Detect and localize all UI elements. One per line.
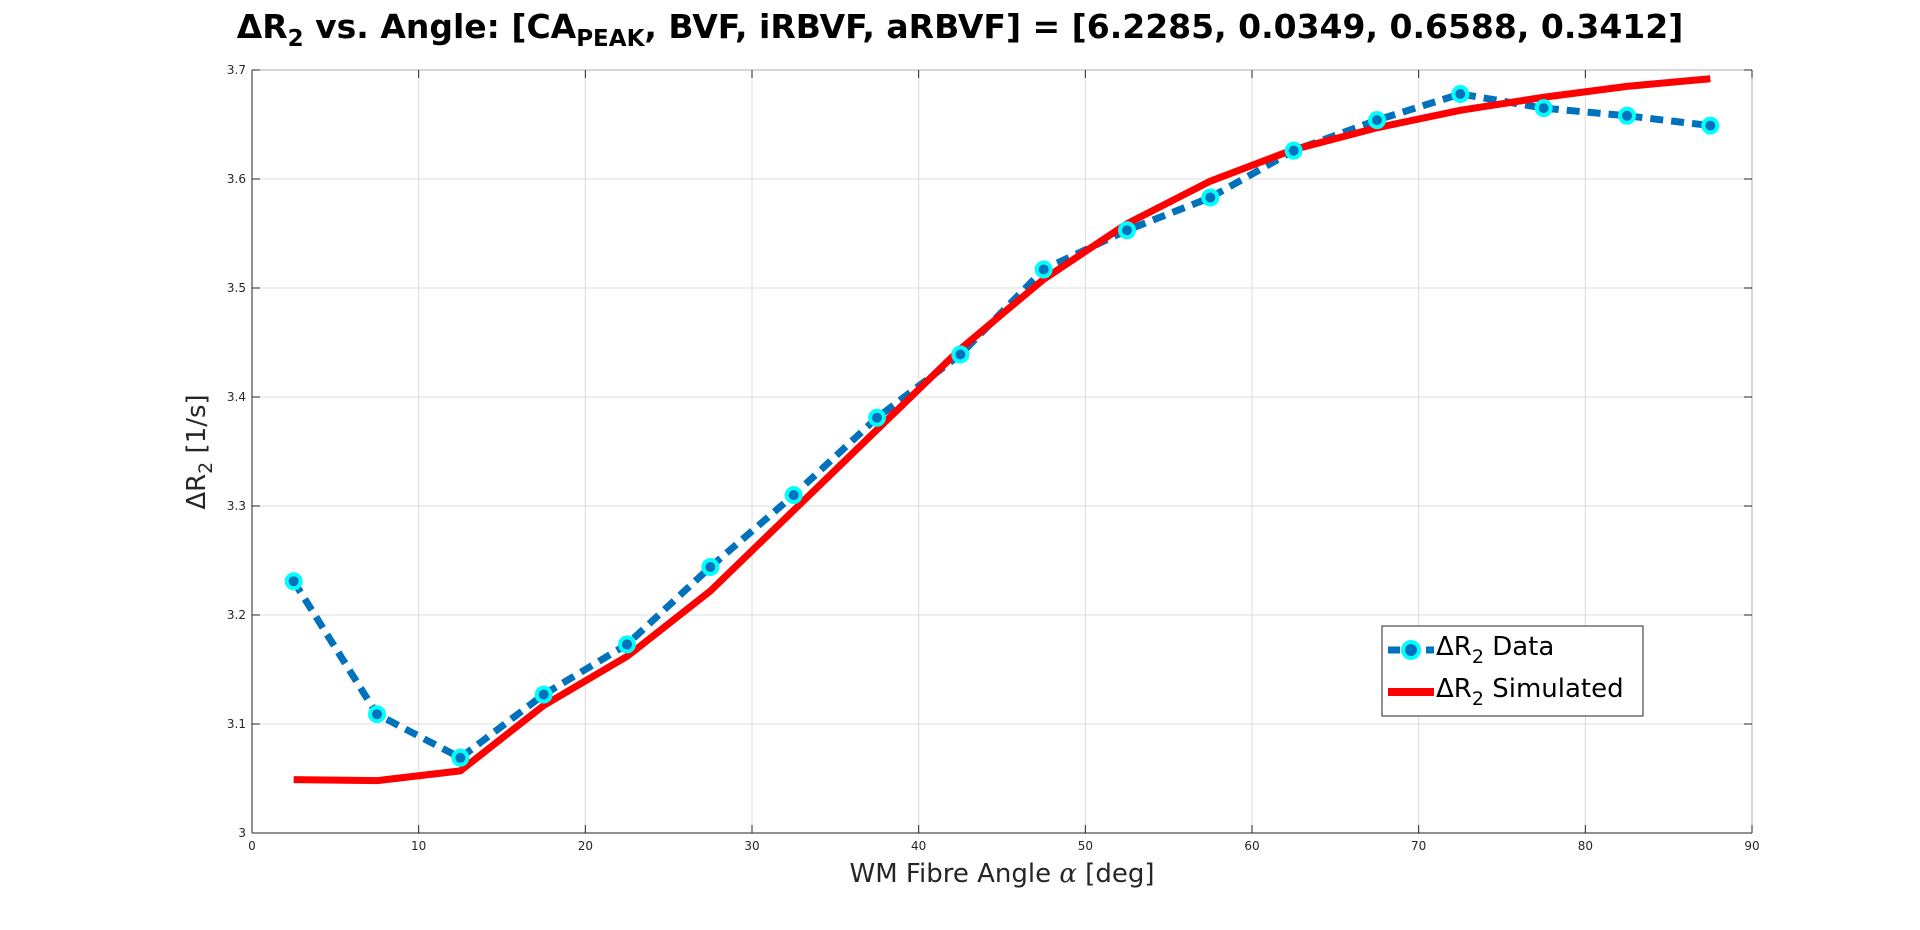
data-point-marker bbox=[368, 705, 386, 724]
y-tick-label: 3.3 bbox=[227, 499, 246, 513]
x-tick-label: 90 bbox=[1744, 839, 1759, 853]
data-point-marker bbox=[284, 572, 303, 591]
y-tick-label: 3 bbox=[238, 826, 246, 840]
axes-frame bbox=[251, 69, 1753, 834]
axis-ticks: 0 10 20 30 40 50 60 70 80 90 3 3.1 3.2 3.3 3.4 3.5 3.6 3.… bbox=[227, 63, 1760, 853]
data-point-marker bbox=[1451, 84, 1470, 103]
data-point-marker bbox=[701, 558, 720, 577]
y-tick-label: 3.2 bbox=[227, 608, 246, 622]
x-tick-label: 10 bbox=[411, 839, 426, 853]
x-tick-label: 50 bbox=[1078, 839, 1093, 853]
legend-entry-simulated: ΔR2 Simulated bbox=[1388, 674, 1624, 710]
data-point-marker bbox=[1118, 221, 1136, 240]
data-point-marker bbox=[1368, 111, 1386, 130]
data-point-marker bbox=[1618, 106, 1636, 125]
axes-background bbox=[252, 70, 1752, 833]
y-tick-label: 3.1 bbox=[227, 717, 246, 731]
x-tick-label: 70 bbox=[1411, 839, 1426, 853]
x-tick-label: 60 bbox=[1244, 839, 1259, 853]
data-point-marker bbox=[784, 486, 803, 505]
legend-label-data: ΔR2 Data bbox=[1436, 632, 1554, 668]
chart-title: ΔR2 vs. Angle: [CAPEAK, BVF, iRBVF, aRBV… bbox=[237, 7, 1684, 52]
x-tick-label: 20 bbox=[578, 839, 593, 853]
plot-area: 0 10 20 30 40 50 60 70 80 90 3 3.1 3.2 3.3 3.4 3.5 3.6 3.… bbox=[227, 63, 1760, 853]
series-layer bbox=[284, 75, 1720, 785]
x-tick-label: 0 bbox=[248, 839, 256, 853]
legend-entry-data: ΔR2 Data bbox=[1388, 632, 1554, 668]
x-tick-label: 30 bbox=[744, 839, 759, 853]
data-point-marker bbox=[1201, 188, 1220, 207]
legend-box bbox=[1381, 625, 1644, 717]
series-line-simulated bbox=[293, 75, 1711, 785]
data-point-marker bbox=[618, 635, 636, 654]
data-point-marker bbox=[1284, 141, 1303, 160]
x-tick-label: 40 bbox=[911, 839, 926, 853]
data-point-marker bbox=[1034, 260, 1053, 279]
data-point-marker bbox=[451, 748, 470, 767]
y-tick-label: 3.7 bbox=[227, 63, 246, 77]
legend-marker-data bbox=[1401, 640, 1421, 660]
y-tick-label: 3.4 bbox=[227, 390, 246, 404]
data-point-marker bbox=[1701, 116, 1720, 135]
x-axis-label: WM Fibre Angle α [deg] bbox=[850, 859, 1155, 889]
data-point-marker bbox=[868, 408, 886, 427]
data-point-marker bbox=[534, 685, 553, 704]
legend-label-simulated: ΔR2 Simulated bbox=[1436, 674, 1624, 710]
legend: ΔR2 Data ΔR2 Simulated bbox=[1381, 625, 1644, 717]
y-tick-label: 3.6 bbox=[227, 172, 246, 186]
x-tick-label: 80 bbox=[1578, 839, 1593, 853]
data-point-marker bbox=[1534, 99, 1553, 118]
data-point-marker bbox=[951, 345, 970, 364]
y-tick-label: 3.5 bbox=[227, 281, 246, 295]
y-axis-label: ΔR2 [1/s] bbox=[182, 394, 217, 509]
